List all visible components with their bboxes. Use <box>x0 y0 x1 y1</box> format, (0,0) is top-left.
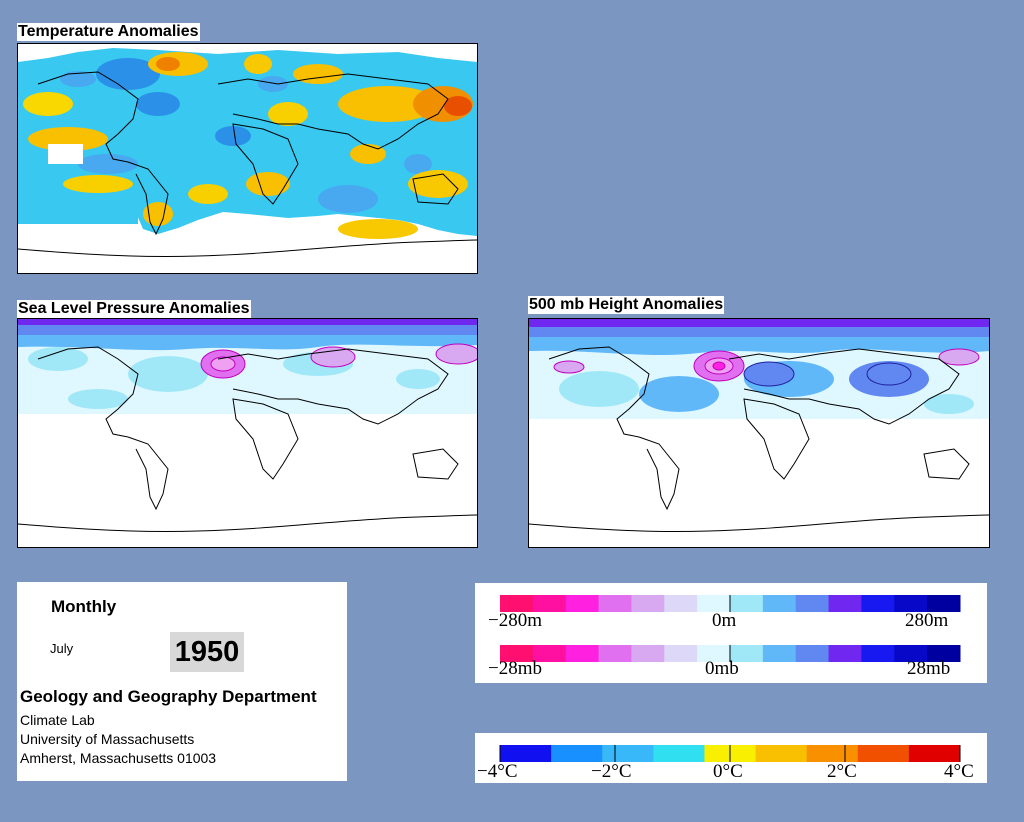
pressure-scale-segment <box>795 645 830 662</box>
height-scale-segment <box>631 595 665 612</box>
height-scale-segment <box>762 595 797 612</box>
lab-label: Climate Lab <box>20 712 95 728</box>
pressure-scale-segment <box>565 645 600 662</box>
pressure-anomaly-map <box>17 318 478 548</box>
pressure-scale-segment <box>697 645 731 662</box>
temperature-scale-bar <box>499 745 961 762</box>
period-label: Monthly <box>51 597 117 616</box>
pressure-scale-segment <box>828 645 862 662</box>
pressure-scale-segment <box>598 645 632 662</box>
height-scale-segment <box>565 595 600 612</box>
pressure-scale-zero-label: 0mb <box>705 658 739 679</box>
temperature-scale-label-minus4: −4°C <box>477 761 518 782</box>
height-scale-segment <box>500 595 534 612</box>
pressure-scale-max-label: 28mb <box>907 658 951 679</box>
pressure-scale-bar <box>500 645 961 662</box>
pressure-scale-segment <box>631 645 665 662</box>
pressure-scale-segment <box>927 645 961 662</box>
height-scale-segment <box>532 595 567 612</box>
temperature-map-canvas <box>18 44 477 273</box>
pressure-scale-segment <box>762 645 797 662</box>
anomaly-scales-panel: −280m 0m 280m −28mb 0mb 28mb <box>475 583 987 683</box>
temperature-scale-label-minus2: −2°C <box>591 761 632 782</box>
height-map-canvas <box>529 319 989 547</box>
anomaly-scales-canvas <box>500 595 961 662</box>
temperature-scale-panel: −4°C −2°C 0°C 2°C 4°C <box>475 733 987 783</box>
height-scale-segment <box>927 595 961 612</box>
pressure-scale-segment <box>894 645 928 662</box>
height-scale-bar <box>500 595 961 612</box>
height-scale-segment <box>730 595 764 612</box>
pressure-scale-segment <box>532 645 567 662</box>
temperature-scale-canvas <box>499 745 961 762</box>
pressure-map-canvas <box>18 319 477 547</box>
pressure-scale-segment <box>664 645 698 662</box>
height-scale-segment <box>894 595 928 612</box>
pressure-scale-segment <box>861 645 895 662</box>
temperature-map-title: Temperature Anomalies <box>17 23 200 41</box>
height-scale-min-label: −280m <box>488 610 542 631</box>
temperature-scale-segment <box>551 745 603 762</box>
temperature-scale-segment <box>857 745 910 762</box>
height-anomaly-map <box>528 318 990 548</box>
temperature-scale-segment <box>500 745 552 762</box>
height-scale-zero-label: 0m <box>712 610 737 631</box>
info-panel: Monthly July 1950 Geology and Geography … <box>17 582 347 781</box>
height-scale-segment <box>828 595 862 612</box>
temperature-scale-label-zero: 0°C <box>713 761 743 782</box>
temperature-scale-segment <box>908 745 961 762</box>
pressure-map-title: Sea Level Pressure Anomalies <box>17 300 251 318</box>
address-label: Amherst, Massachusetts 01003 <box>20 750 217 766</box>
year-label: 1950 <box>170 632 244 672</box>
height-scale-segment <box>795 595 830 612</box>
height-scale-segment <box>664 595 698 612</box>
temperature-scale-segment <box>653 745 705 762</box>
height-map-title: 500 mb Height Anomalies <box>528 296 725 314</box>
university-label: University of Massachusetts <box>20 731 195 747</box>
temperature-scale-label-plus4: 4°C <box>944 761 974 782</box>
department-label: Geology and Geography Department <box>20 687 317 706</box>
pressure-scale-min-label: −28mb <box>488 658 542 679</box>
temperature-scale-label-plus2: 2°C <box>827 761 857 782</box>
temperature-scale-segment <box>755 745 808 762</box>
month-label: July <box>50 641 74 656</box>
height-scale-segment <box>697 595 731 612</box>
temperature-scale-segment <box>602 745 654 762</box>
temperature-scale-segment <box>806 745 859 762</box>
temperature-anomaly-map <box>17 43 478 274</box>
height-scale-segment <box>861 595 895 612</box>
pressure-scale-segment <box>500 645 534 662</box>
height-scale-max-label: 280m <box>905 610 949 631</box>
height-scale-segment <box>598 595 632 612</box>
pressure-scale-segment <box>730 645 764 662</box>
